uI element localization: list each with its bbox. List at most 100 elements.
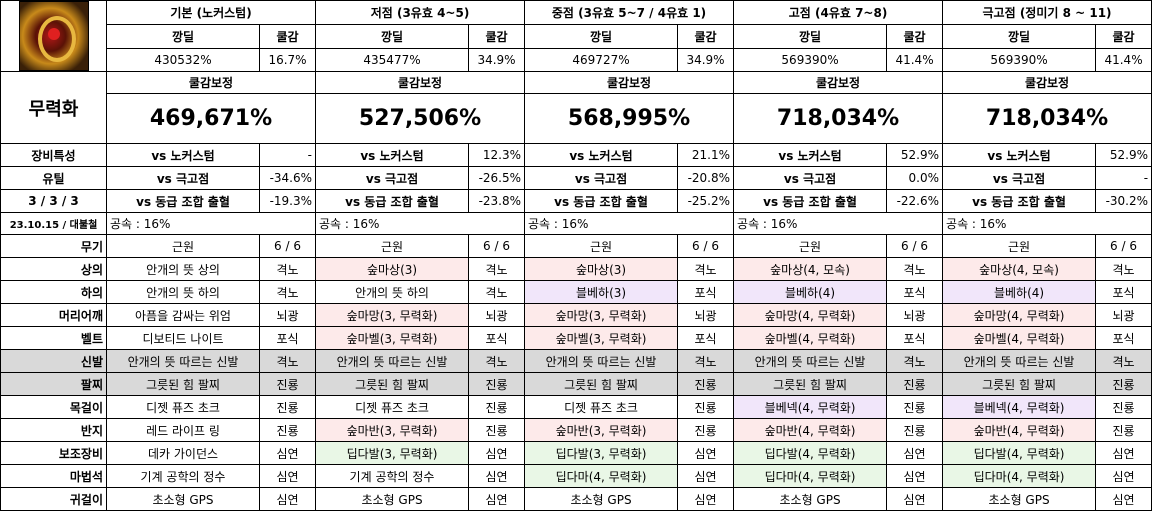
equip-set: 포식 (886, 326, 944, 350)
compare-label: vs 노커스텀 (733, 143, 888, 167)
compare-value: 12.3% (468, 143, 526, 167)
equip-item: 숲마벨(4, 무력화) (942, 326, 1097, 350)
equip-set: 6 / 6 (1095, 234, 1152, 258)
attack-speed: 공속 : 16% (524, 212, 735, 235)
table-row: 하의 안개의 뜻 하의 격노 안개의 뜻 하의 격노 블베하(3) 포식 블베하(4) 포식 블베… (0, 280, 1152, 304)
equip-item: 안개의 뜻 상의 (106, 257, 260, 281)
equip-item: 딥다마(4, 무력화) (524, 464, 679, 488)
cool-value: 34.9% (468, 47, 526, 73)
table-row: 3 / 3 / 3 vs 동급 조합 출혈 -19.3% vs 동급 조합 출혈 -23… (0, 189, 1152, 213)
equip-set: 진룡 (677, 372, 735, 396)
table-row: 상의 안개의 뜻 상의 격노 숲마상(3) 격노 숲마상(3) 격노 숲마상(4, 모속) 격노… (0, 257, 1152, 281)
boosted-value: 718,034% (942, 93, 1152, 144)
table-row: 기본 (노커스텀) 저점 (3유효 4~5) 중점 (3유효 5~7 / 4유효 1… (0, 0, 1152, 72)
equip-slot-label: 벨트 (0, 326, 107, 350)
compare-value: -25.2% (677, 189, 735, 213)
ddam-header: 깡딜 (733, 24, 888, 49)
equip-set: 심연 (677, 441, 735, 465)
equip-item: 디젯 퓨즈 초크 (315, 395, 470, 419)
equip-set: 심연 (1095, 441, 1152, 465)
equip-item: 블베하(3) (524, 280, 679, 304)
compare-value: - (1095, 166, 1152, 190)
compare-value: -23.8% (468, 189, 526, 213)
equip-item: 데카 가이던스 (106, 441, 260, 465)
equip-item: 근원 (315, 234, 470, 258)
column-title: 저점 (3유효 4~5) (315, 0, 526, 26)
equip-set: 포식 (1095, 326, 1152, 350)
compare-label: vs 노커스텀 (524, 143, 679, 167)
equip-item: 딥다마(4, 무력화) (942, 464, 1097, 488)
equip-item: 아픔을 감싸는 위엄 (106, 303, 260, 327)
compare-value: -26.5% (468, 166, 526, 190)
table-row: 469,671% 527,506% 568,995% 718,034% 718,034% (1, 93, 1152, 144)
compare-value: -22.6% (886, 189, 944, 213)
class-emblem-cell (0, 0, 107, 72)
ddam-header: 깡딜 (524, 24, 679, 49)
compare-value: 52.9% (1095, 143, 1152, 167)
equip-set: 격노 (258, 257, 317, 281)
table-row: 유틸 vs 극고점 -34.6% vs 극고점 -26.5% vs 극고점 -20.8% vs… (0, 166, 1152, 190)
equip-set: 심연 (468, 487, 526, 511)
compare-value: -19.3% (258, 189, 317, 213)
table-row: 목걸이 디젯 퓨즈 초크 진룡 디젯 퓨즈 초크 진룡 디젯 퓨즈 초크 진룡 블베넥(4, … (0, 395, 1152, 419)
ddam-header: 깡딜 (942, 24, 1097, 49)
equip-set: 격노 (886, 257, 944, 281)
equip-slot-label: 보조장비 (0, 441, 107, 465)
equip-set: 포식 (258, 326, 317, 350)
table-row: 마법석 기계 공학의 정수 심연 기계 공학의 정수 심연 딥다마(4, 무력화) 심연 딥다… (0, 464, 1152, 488)
equip-set: 심연 (886, 464, 944, 488)
side-label: 3 / 3 / 3 (0, 189, 107, 213)
equip-item: 초소형 GPS (733, 487, 888, 511)
equip-slot-label: 무기 (0, 234, 107, 258)
boosted-value: 718,034% (733, 93, 944, 144)
table-row: 무기 근원 6 / 6 근원 6 / 6 근원 6 / 6 근원 6 / 6 근원 6 / 6 (0, 234, 1152, 258)
equip-item: 숲마망(4, 무력화) (942, 303, 1097, 327)
column-title: 중점 (3유효 5~7 / 4유효 1) (524, 0, 735, 26)
table-row: 23.10.15 / 대불철 공속 : 16% 공속 : 16% 공속 : 16% 공속… (0, 212, 1152, 235)
boosted-value: 469,671% (105, 93, 317, 144)
boost-label: 쿨감보정 (733, 71, 944, 94)
table-row: 무력화 쿨감보정 쿨감보정 쿨감보정 쿨감보정 쿨감보정 (0, 71, 1152, 144)
equipment-comparison-table: 기본 (노커스텀) 저점 (3유효 4~5) 중점 (3유효 5~7 / 4유효 1… (0, 0, 1152, 511)
compare-label: vs 노커스텀 (106, 143, 260, 167)
equip-item: 딥다마(4, 무력화) (733, 464, 888, 488)
compare-label: vs 극고점 (733, 166, 888, 190)
equip-set: 심연 (258, 464, 317, 488)
equip-set: 심연 (258, 441, 317, 465)
equip-slot-label: 마법석 (0, 464, 107, 488)
equip-item: 안개의 뜻 하의 (315, 280, 470, 304)
boost-label: 쿨감보정 (942, 71, 1152, 94)
equip-set: 심연 (677, 487, 735, 511)
equip-set: 진룡 (1095, 418, 1152, 442)
equip-slot-label: 반지 (0, 418, 107, 442)
ddam-value: 430532% (106, 47, 260, 73)
compare-label: vs 동급 조합 출혈 (106, 189, 260, 213)
equip-item: 그릇된 힘 팔찌 (942, 372, 1097, 396)
equip-item: 숲마반(3, 무력화) (315, 418, 470, 442)
equip-set: 진룡 (886, 372, 944, 396)
column-title: 고점 (4유효 7~8) (733, 0, 944, 26)
compare-label: vs 노커스텀 (942, 143, 1097, 167)
equip-set: 심연 (886, 441, 944, 465)
table-row: 머리어깨 아픔을 감싸는 위엄 뇌광 숲마망(3, 무력화) 뇌광 숲마망(3, 무력화)… (0, 303, 1152, 327)
equip-item: 안개의 뜻 따르는 신발 (942, 349, 1097, 373)
compare-label: vs 극고점 (524, 166, 679, 190)
equip-item: 근원 (524, 234, 679, 258)
equip-item: 안개의 뜻 따르는 신발 (315, 349, 470, 373)
equip-item: 그릇된 힘 팔찌 (733, 372, 888, 396)
equip-set: 진룡 (886, 395, 944, 419)
side-label: 장비특성 (0, 143, 107, 167)
ddam-value: 569390% (733, 47, 888, 73)
equip-set: 포식 (1095, 280, 1152, 304)
equip-item: 딥다발(4, 무력화) (733, 441, 888, 465)
compare-value: -20.8% (677, 166, 735, 190)
equip-item: 숲마상(3) (315, 257, 470, 281)
attack-speed: 공속 : 16% (105, 212, 317, 235)
equip-item: 근원 (942, 234, 1097, 258)
equip-set: 6 / 6 (258, 234, 317, 258)
equip-item: 블베넥(4, 무력화) (942, 395, 1097, 419)
skill-label: 무력화 (0, 71, 107, 144)
equip-set: 심연 (677, 464, 735, 488)
ddam-value: 569390% (942, 47, 1097, 73)
equip-item: 블베하(4) (942, 280, 1097, 304)
